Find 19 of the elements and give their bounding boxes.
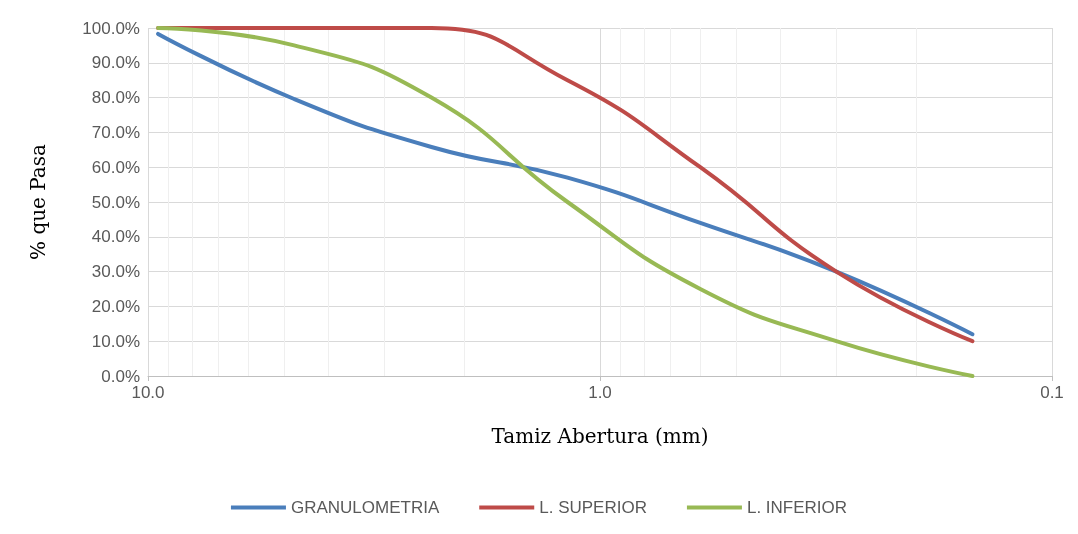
y-tick-label: 100.0% xyxy=(82,18,140,38)
legend-label: L. INFERIOR xyxy=(746,498,848,517)
y-axis-title: % que Pasa xyxy=(26,143,50,260)
y-tick-label: 40.0% xyxy=(91,227,140,247)
legend-label: L. SUPERIOR xyxy=(539,498,647,517)
y-tick-label: 90.0% xyxy=(91,53,140,73)
x-tick-label: 0.1 xyxy=(1040,383,1064,402)
y-tick-label: 30.0% xyxy=(91,262,140,282)
y-tick-label: 70.0% xyxy=(91,122,140,142)
x-tick-label: 10.0 xyxy=(131,383,165,402)
y-tick-label: 50.0% xyxy=(91,192,140,212)
x-axis-title: Tamiz Abertura (mm) xyxy=(491,424,709,448)
legend-label: GRANULOMETRIA xyxy=(290,498,440,517)
y-tick-label: 10.0% xyxy=(91,331,140,351)
y-tick-label: 20.0% xyxy=(91,296,140,316)
y-tick-label: 60.0% xyxy=(91,157,140,177)
x-tick-label: 1.0 xyxy=(588,383,612,402)
y-tick-label: 0.0% xyxy=(101,366,140,386)
y-tick-label: 80.0% xyxy=(91,88,140,108)
